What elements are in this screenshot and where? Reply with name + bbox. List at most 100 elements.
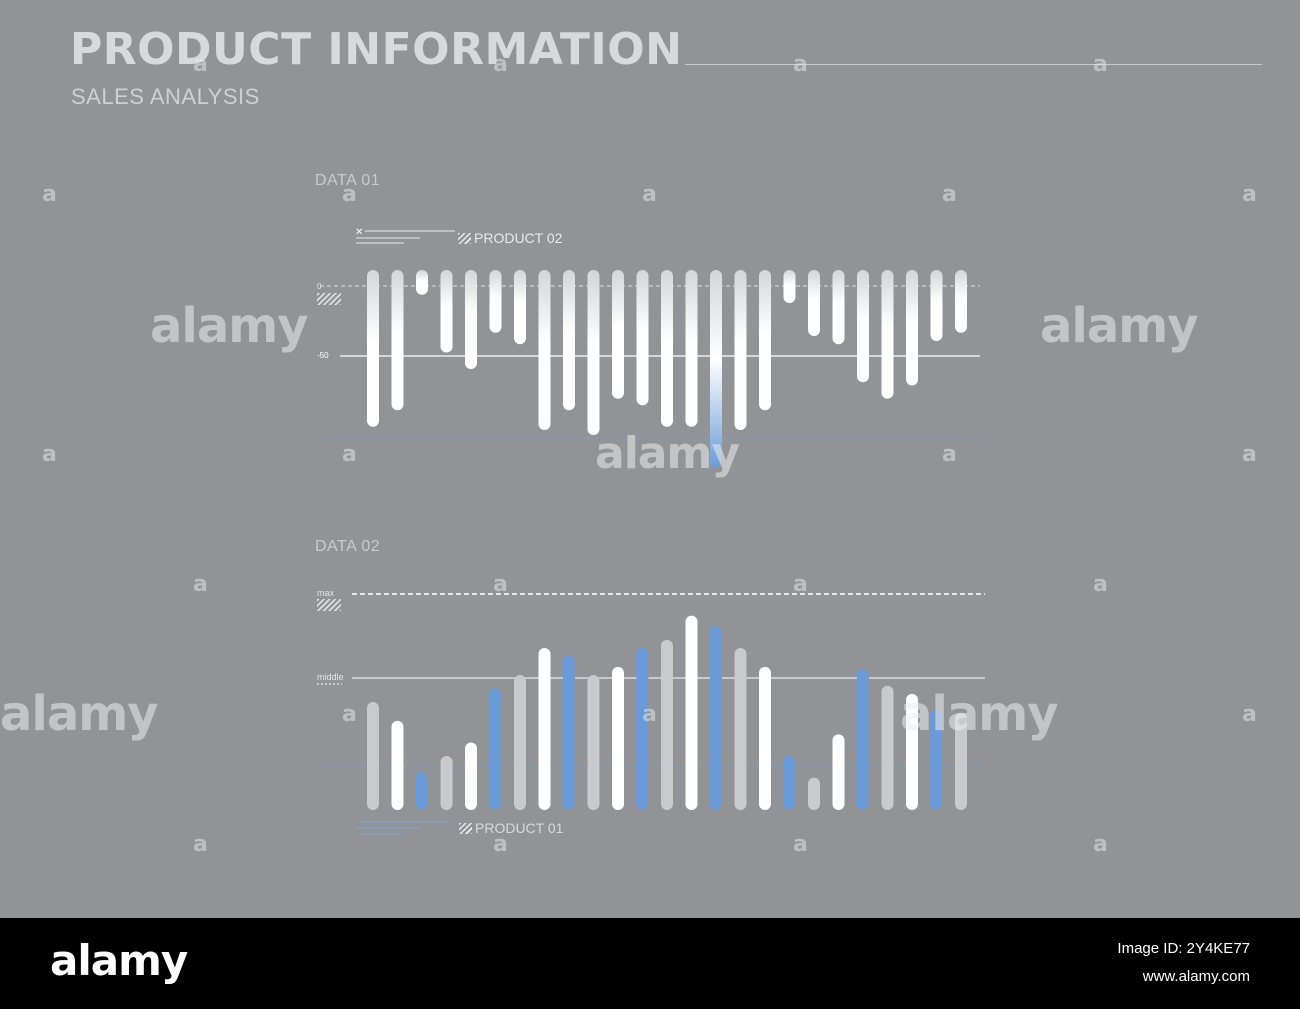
bar-data-02	[955, 712, 967, 810]
chart-02-decor: max middle	[317, 588, 985, 835]
hatch-marker	[317, 293, 341, 305]
watermark-letter: a	[1093, 832, 1108, 857]
chart-01-decor: ✕ 0 -50	[317, 227, 980, 439]
bar-data-02	[636, 648, 649, 810]
section-label-data-02: DATA 02	[315, 538, 381, 555]
bar-data-02	[734, 648, 747, 810]
page-subtitle: SALES ANALYSIS	[71, 84, 260, 109]
bar-data-02	[808, 777, 820, 810]
bar-data-01	[367, 270, 379, 427]
watermark-letter: a	[642, 702, 657, 727]
legend-hatch-icon	[459, 822, 472, 834]
bar-data-02	[783, 756, 796, 810]
bar-data-01	[465, 270, 477, 369]
footer-image-id: Image ID: 2Y4KE77	[1117, 940, 1250, 957]
bar-data-01	[661, 270, 673, 427]
footer-bar: alamy Image ID: 2Y4KE77 www.alamy.com	[0, 918, 1300, 1009]
footer-logo: alamy	[50, 936, 188, 985]
bar-data-01	[906, 270, 918, 386]
tick-label-0: 0	[317, 282, 322, 291]
bar-data-01	[783, 270, 796, 303]
bar-data-02	[906, 693, 918, 810]
bar-data-01	[808, 270, 820, 336]
bar-data-02	[416, 772, 428, 810]
bar-data-01	[489, 270, 502, 333]
infographic-canvas: PRODUCT INFORMATION SALES ANALYSIS DATA …	[0, 0, 1300, 918]
bar-data-02	[857, 669, 869, 810]
tick-label-max: max	[317, 588, 335, 598]
watermark-logo: alamy	[0, 686, 159, 742]
legend-label: PRODUCT 01	[475, 820, 564, 836]
bar-data-01	[563, 270, 575, 411]
bar-data-02	[612, 666, 624, 810]
watermark-letter: a	[193, 572, 208, 597]
watermark-logo: alamy	[900, 686, 1059, 742]
watermark-letter: a	[342, 442, 357, 467]
watermark-letter: a	[42, 182, 57, 207]
bar-data-02	[881, 685, 894, 810]
tick-label-middle: middle	[317, 672, 344, 682]
watermark-logo: alamy	[1040, 298, 1199, 354]
charts-svg: ✕ 0 -50 max middle	[317, 227, 985, 835]
bar-data-02	[759, 666, 771, 810]
hatch-marker	[317, 599, 341, 611]
bar-data-02	[661, 639, 673, 810]
bar-data-02	[685, 615, 698, 810]
watermark-letter: a	[493, 52, 508, 77]
bar-data-01	[832, 270, 845, 345]
watermark-letter: a	[1242, 182, 1257, 207]
watermark-letter: a	[193, 52, 208, 77]
bar-data-01	[857, 270, 869, 383]
close-icon: ✕	[355, 227, 363, 238]
bar-data-01	[538, 270, 551, 431]
title-divider	[685, 64, 1262, 65]
bar-data-02	[465, 742, 477, 810]
bar-data-01	[416, 270, 428, 295]
watermark-letter: a	[942, 182, 957, 207]
watermark-letter: a	[942, 442, 957, 467]
watermark-logo: alamy	[150, 298, 309, 354]
bar-data-02	[587, 675, 600, 810]
watermark-logo: alamy	[595, 428, 740, 479]
bar-data-01	[440, 270, 453, 353]
watermark-letter: a	[793, 52, 808, 77]
bar-data-01	[930, 270, 943, 341]
watermark-letter: a	[642, 182, 657, 207]
watermark-letter: a	[342, 702, 357, 727]
bar-data-01	[881, 270, 894, 399]
footer-url: www.alamy.com	[1142, 968, 1250, 985]
chart-01-bars	[367, 270, 967, 468]
watermark-letter: a	[1242, 702, 1257, 727]
watermark-letter: a	[342, 182, 357, 207]
watermark-letter: a	[1093, 52, 1108, 77]
bar-data-02	[710, 626, 722, 810]
bar-data-01	[514, 270, 526, 345]
bar-data-02	[563, 656, 575, 810]
watermark-letter: a	[493, 832, 508, 857]
bar-data-01	[955, 270, 967, 333]
bar-data-02	[440, 756, 453, 810]
watermark-letter: a	[1093, 572, 1108, 597]
bar-data-02	[367, 702, 379, 810]
bar-data-01	[685, 270, 698, 427]
bar-data-02	[832, 734, 845, 810]
watermark-letter: a	[793, 832, 808, 857]
legend-hatch-icon	[458, 232, 471, 244]
chart-02-bars	[367, 615, 967, 810]
legend-product-01: PRODUCT 01	[459, 820, 563, 836]
bar-data-02	[930, 710, 943, 810]
watermark-letter: a	[493, 572, 508, 597]
bar-data-01	[710, 270, 722, 468]
watermark-letter: a	[1242, 442, 1257, 467]
watermark-letter: a	[193, 832, 208, 857]
bar-data-02	[489, 688, 502, 810]
watermark-letter: a	[793, 572, 808, 597]
page-title: PRODUCT INFORMATION	[70, 24, 683, 75]
bar-data-01	[734, 270, 747, 431]
bar-data-02	[514, 675, 526, 810]
tick-label-minus-50: -50	[317, 351, 329, 360]
section-label-data-01: DATA 01	[315, 172, 381, 189]
watermark-letter: a	[42, 442, 57, 467]
legend-product-02: PRODUCT 02	[458, 230, 562, 246]
legend-label: PRODUCT 02	[474, 230, 563, 246]
